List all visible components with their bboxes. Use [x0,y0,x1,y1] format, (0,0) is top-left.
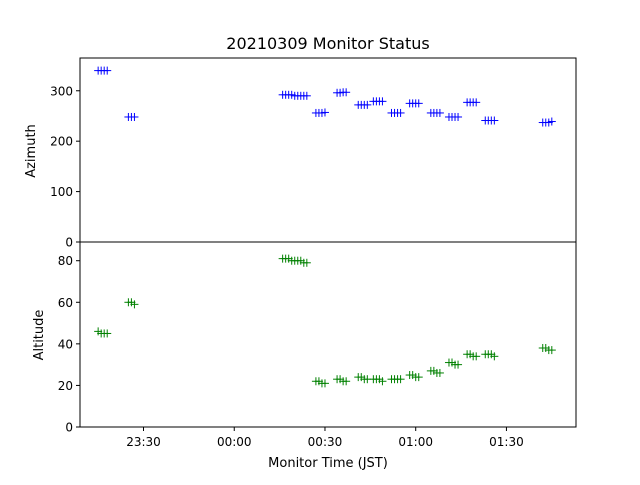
time-x-tick-label: 01:30 [489,435,524,449]
time-x-tick-label: 01:00 [398,435,433,449]
azimuth-data-point [320,108,329,117]
time-x-tick-label: 00:30 [308,435,343,449]
altitude-markers [94,254,556,388]
altitude-data-point [103,329,112,338]
azimuth-data-point [130,112,139,121]
azimuth-y-tick-label: 300 [50,84,73,98]
azimuth-data-point [363,100,372,109]
chart-title: 20210309 Monitor Status [226,34,429,53]
altitude-data-point [396,375,405,384]
azimuth-data-point [396,108,405,117]
azimuth-y-ticks: 0 100 200 300 [50,84,80,250]
time-x-label: Monitor Time (JST) [268,456,388,471]
altitude-data-point [320,379,329,388]
azimuth-data-point [414,99,423,108]
altitude-data-point [472,352,481,361]
altitude-data-point [378,377,387,386]
altitude-data-point [302,258,311,267]
altitude-y-label: Altitude [32,310,47,361]
azimuth-data-point [103,66,112,75]
azimuth-data-point [490,116,499,125]
time-x-ticks: 23:30 00:00 00:30 01:00 01:30 [126,427,524,449]
altitude-axes: 0 20 40 60 80 23:30 00:00 00:30 01:00 01:30 Alti… [32,241,577,471]
azimuth-markers [94,66,556,127]
altitude-data-point [454,360,463,369]
altitude-axes-frame [79,241,577,428]
azimuth-y-tick-label: 200 [50,135,73,149]
altitude-y-tick-label: 80 [58,254,73,268]
altitude-y-tick-label: 60 [58,296,73,310]
altitude-y-tick-label: 40 [58,337,73,351]
altitude-data-point [490,352,499,361]
azimuth-data-point [472,98,481,107]
azimuth-data-point [302,91,311,100]
azimuth-y-label: Azimuth [24,124,39,178]
altitude-y-tick-label: 0 [65,421,73,435]
azimuth-data-point [547,117,556,126]
altitude-data-point [130,300,139,309]
azimuth-data-point [435,108,444,117]
azimuth-data-point [454,112,463,121]
azimuth-data-point [342,88,351,97]
altitude-data-point [435,368,444,377]
azimuth-data-point [378,97,387,106]
altitude-y-tick-label: 20 [58,379,73,393]
altitude-data-point [547,346,556,355]
altitude-data-point [342,377,351,386]
altitude-y-ticks: 0 20 40 60 80 [58,254,80,435]
azimuth-y-tick-label: 100 [50,185,73,199]
time-x-tick-label: 23:30 [126,435,161,449]
altitude-data-point [414,373,423,382]
time-x-tick-label: 00:00 [217,435,252,449]
azimuth-y-tick-label: 0 [65,236,73,250]
